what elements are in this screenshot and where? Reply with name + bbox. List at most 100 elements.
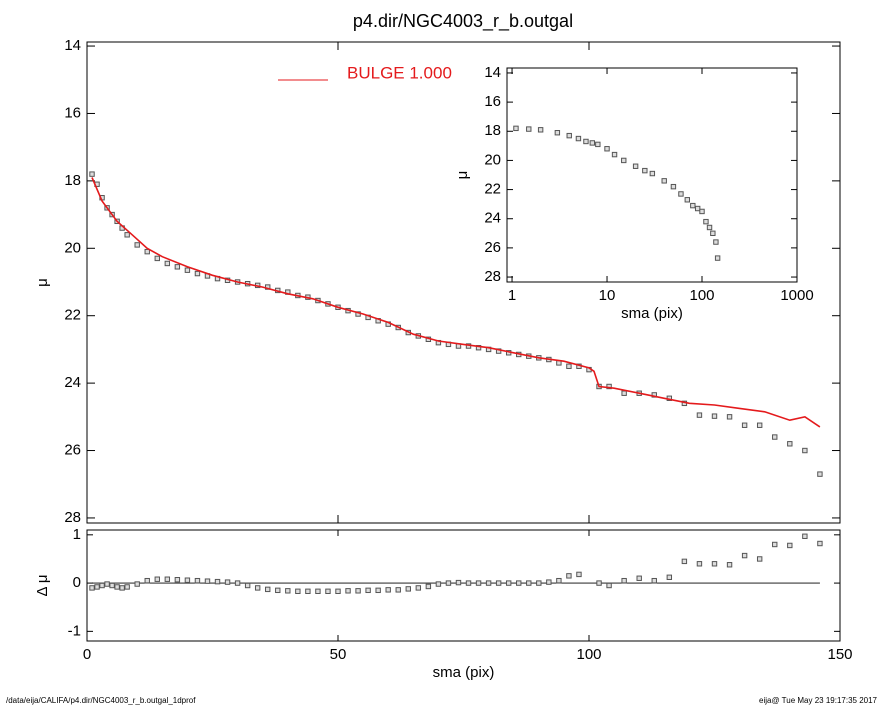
data-point [649, 170, 656, 177]
x-axis-label: sma (pix) [621, 305, 683, 322]
data-point [595, 141, 601, 148]
data-point [465, 580, 472, 586]
data-point [355, 588, 361, 594]
data-point [678, 191, 684, 197]
data-point [204, 578, 211, 584]
data-point [589, 140, 596, 146]
data-point [621, 577, 627, 584]
data-point [666, 574, 673, 580]
data-point [89, 585, 95, 591]
y-tick-label: 0 [73, 574, 81, 591]
data-point [684, 197, 690, 203]
data-point [711, 413, 718, 419]
data-point [726, 562, 733, 568]
y-axis-label: μ [34, 278, 51, 287]
data-point [554, 130, 561, 136]
y-tick-label: -1 [68, 622, 81, 639]
data-point [606, 582, 612, 589]
data-point [495, 348, 502, 354]
y-tick-label: 14 [64, 37, 81, 54]
data-point [756, 556, 763, 562]
data-point [817, 540, 823, 547]
footer-left: /data/eija/CALIFA/p4.dir/NGC4003_r_b.out… [6, 696, 196, 705]
data-point [526, 126, 532, 132]
data-point [606, 383, 612, 390]
data-point [325, 588, 331, 594]
plot-frame [86, 529, 841, 642]
data-point [214, 578, 221, 585]
data-point [134, 581, 140, 587]
y-tick-label: 18 [484, 122, 501, 139]
data-point [234, 580, 241, 586]
data-point [516, 580, 522, 586]
y-axis-label: Δ μ [34, 574, 51, 596]
data-point [109, 582, 115, 589]
x-tick-label: 100 [576, 646, 601, 663]
data-point [690, 202, 696, 209]
data-point [714, 255, 721, 261]
data-point [681, 558, 688, 565]
data-point [694, 205, 701, 212]
data-point [134, 242, 140, 248]
data-point [144, 577, 150, 584]
x-tick-label: 100 [689, 287, 714, 304]
data-point [285, 588, 291, 594]
y-tick-label: 28 [64, 509, 81, 526]
data-point [802, 533, 808, 539]
data-point [696, 412, 703, 418]
data-point [526, 580, 532, 586]
data-point [703, 218, 709, 225]
data-point [651, 392, 657, 398]
y-tick-label: 20 [64, 239, 81, 256]
data-point [415, 585, 422, 591]
data-point [174, 577, 181, 583]
data-point [726, 414, 733, 420]
data-point [661, 178, 667, 184]
data-point [670, 183, 677, 190]
data-point [566, 363, 572, 369]
data-point [244, 582, 251, 589]
data-point [335, 588, 341, 594]
data-point [295, 588, 301, 594]
y-tick-label: 20 [484, 151, 501, 168]
data-point [445, 580, 452, 586]
data-point [104, 581, 110, 587]
data-point [583, 138, 589, 145]
data-point [536, 580, 542, 586]
legend-label: BULGE 1.000 [347, 63, 452, 82]
data-point [164, 576, 171, 582]
footer-right: eija@ Tue May 23 19:17:35 2017 [759, 696, 878, 705]
x-tick-label: 50 [330, 646, 347, 663]
data-point [114, 584, 120, 590]
data-point [425, 583, 432, 590]
data-point [395, 587, 401, 593]
data-point [254, 585, 261, 591]
data-point [315, 588, 321, 594]
data-point [505, 580, 512, 586]
data-point [537, 127, 544, 133]
y-tick-label: 28 [484, 268, 501, 285]
data-point [711, 561, 718, 567]
data-point [636, 575, 642, 581]
data-point [621, 390, 627, 396]
data-point [385, 587, 391, 593]
data-point [144, 248, 150, 255]
y-tick-label: 26 [64, 441, 81, 458]
data-point [741, 552, 748, 559]
data-point [154, 576, 160, 582]
data-point [546, 579, 552, 585]
data-point [485, 580, 492, 586]
data-point [194, 577, 201, 584]
data-point [604, 146, 610, 152]
x-axis-label: sma (pix) [433, 664, 495, 681]
x-tick-label: 1 [508, 287, 516, 304]
data-point [174, 264, 181, 270]
y-tick-label: 24 [484, 210, 501, 227]
data-point [699, 208, 705, 215]
data-point [556, 577, 562, 584]
data-point [89, 171, 95, 177]
data-point [435, 581, 442, 587]
data-point [632, 163, 639, 169]
data-point [455, 579, 462, 586]
data-point [265, 586, 271, 593]
